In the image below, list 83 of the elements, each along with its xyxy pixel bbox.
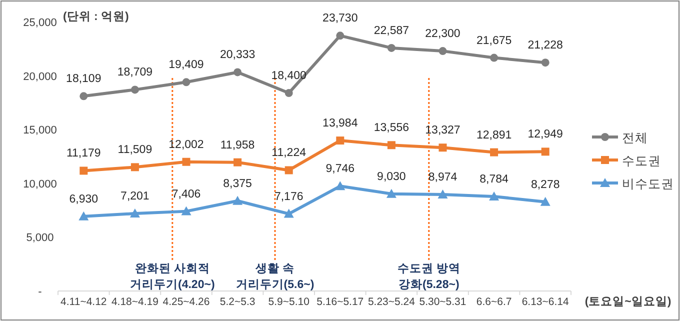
x-tick-label: 5.16~5.17 xyxy=(316,296,364,308)
y-tick-label: 5,000 xyxy=(26,232,54,244)
y-tick-label: 25,000 xyxy=(23,17,57,29)
point xyxy=(335,181,346,190)
y-tick-label: 20,000 xyxy=(23,70,57,83)
x-tick-label: 5.2~5.3 xyxy=(220,296,256,308)
point xyxy=(387,141,396,150)
point xyxy=(336,136,344,145)
point xyxy=(541,148,550,156)
data-label: 11,224 xyxy=(272,147,307,160)
ref-line-label: 수도권 방역 강화(5.28~) xyxy=(397,262,460,291)
point xyxy=(489,191,500,200)
point xyxy=(541,58,550,67)
x-tick-label: 4.25~4.26 xyxy=(162,296,210,308)
x-tick-label: 4.18~4.19 xyxy=(111,296,159,308)
data-label: 11,958 xyxy=(220,139,255,152)
data-label: 9,030 xyxy=(377,170,406,183)
data-label: 6,930 xyxy=(69,193,98,206)
data-label: 21,228 xyxy=(528,40,563,52)
data-label: 8,278 xyxy=(530,178,560,191)
point xyxy=(130,208,140,218)
point xyxy=(130,86,139,94)
x-tick-label: 6.13~6.14 xyxy=(522,296,570,308)
legend-label: 전체 xyxy=(622,131,648,145)
x-tick-label: 4.11~4.12 xyxy=(60,296,107,308)
ref-line-label: 완화된 사회적 거리두기(4.20~) xyxy=(130,262,215,291)
point xyxy=(386,188,396,198)
point xyxy=(78,211,89,220)
data-label: 8,974 xyxy=(428,171,458,184)
data-label: 11,509 xyxy=(118,144,152,156)
data-label: 8,784 xyxy=(480,173,510,186)
data-label: 20,333 xyxy=(220,49,256,62)
data-label: 18,109 xyxy=(66,73,102,86)
data-label: 9,746 xyxy=(326,163,355,176)
point xyxy=(284,89,293,98)
data-label: 22,587 xyxy=(374,24,410,37)
point xyxy=(181,206,192,216)
point xyxy=(438,47,447,56)
ref-line-label: 생활 속 거리두기(5.6~) xyxy=(236,262,314,291)
point xyxy=(284,208,294,218)
point xyxy=(232,196,243,205)
text: (토요일~일요일) xyxy=(584,295,672,308)
point xyxy=(234,158,242,166)
data-label: 11,179 xyxy=(66,148,101,160)
point xyxy=(387,44,396,52)
point xyxy=(182,78,190,86)
point xyxy=(182,158,190,166)
point xyxy=(490,54,498,62)
point xyxy=(438,189,448,198)
data-label: 12,891 xyxy=(476,129,512,142)
data-label: 13,984 xyxy=(322,118,358,130)
data-label: 12,949 xyxy=(528,128,563,141)
data-label: 8,375 xyxy=(223,178,252,190)
point xyxy=(80,166,88,175)
data-label: 12,002 xyxy=(168,138,204,151)
data-label: 18,709 xyxy=(117,66,153,79)
annotation: (단위 : 억원) xyxy=(63,10,130,23)
x-tick-label: 5.23~5.24 xyxy=(368,296,416,308)
point xyxy=(540,196,550,206)
data-label: 23,730 xyxy=(322,12,358,25)
point xyxy=(490,148,498,156)
data-label: 22,300 xyxy=(425,28,460,40)
point xyxy=(284,166,293,174)
legend-label: 수도권 xyxy=(622,154,661,168)
data-label: 13,327 xyxy=(425,124,460,137)
x-tick-label: 6.6~6.7 xyxy=(476,296,512,308)
data-label: 13,556 xyxy=(374,122,410,134)
point xyxy=(130,163,139,172)
data-label: 19,409 xyxy=(168,59,204,72)
point xyxy=(80,92,88,100)
y-tick-label: - xyxy=(38,286,42,298)
y-tick-label: 15,000 xyxy=(23,124,57,137)
data-label: 7,406 xyxy=(172,188,201,200)
legend-label: 비수도권 xyxy=(622,177,674,191)
data-label: 7,201 xyxy=(120,190,150,203)
data-label: 21,675 xyxy=(476,34,512,47)
x-tick-label: 5.9~5.10 xyxy=(268,296,310,308)
y-tick-label: 10,000 xyxy=(23,178,57,190)
point xyxy=(438,144,447,152)
point xyxy=(234,68,242,76)
point xyxy=(336,32,344,40)
x-tick-label: 5.30~5.31 xyxy=(419,296,466,308)
data-label: 7,176 xyxy=(274,190,304,203)
